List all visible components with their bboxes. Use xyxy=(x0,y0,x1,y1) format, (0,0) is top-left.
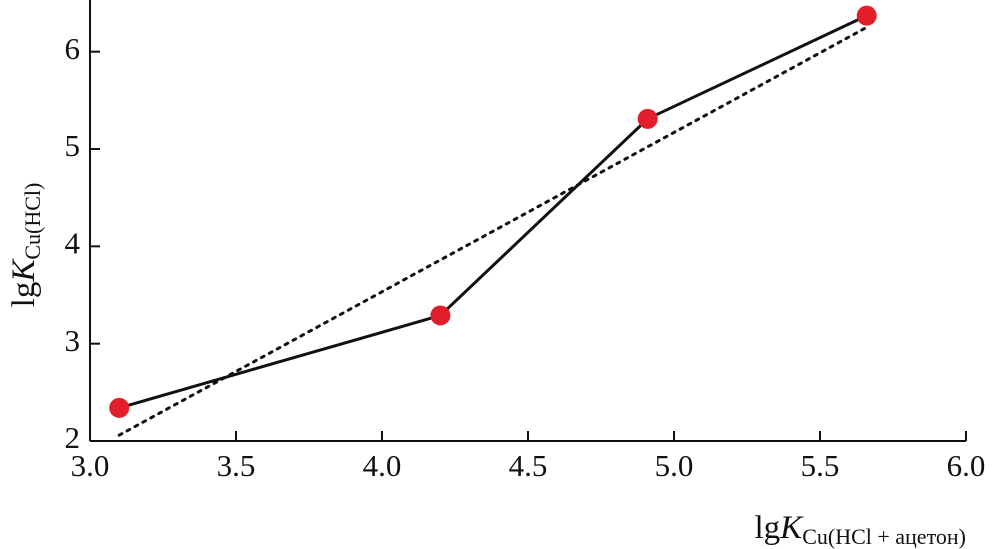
y-tick-label: 3 xyxy=(65,323,81,358)
x-tick-label: 6.0 xyxy=(947,448,986,483)
x-label-italic: K xyxy=(779,510,804,546)
data-line xyxy=(118,14,868,410)
data-point xyxy=(856,5,877,26)
trend-line xyxy=(117,25,869,437)
y-label-italic: K xyxy=(6,258,42,283)
y-axis-label: lgKCu(HCl) xyxy=(6,183,45,308)
data-point xyxy=(430,305,451,326)
x-tick-label: 5.0 xyxy=(655,448,694,483)
y-label-main: lg xyxy=(6,282,42,308)
x-tick-label: 4.5 xyxy=(509,448,548,483)
x-tick-label: 4.0 xyxy=(363,448,402,483)
x-tick-label: 5.5 xyxy=(801,448,840,483)
x-axis-label: lgKCu(HCl + ацетон) xyxy=(755,510,967,549)
x-label-sub: Cu(HCl + ацетон) xyxy=(802,524,966,549)
x-tick-label: 3.0 xyxy=(71,448,110,483)
y-tick-label: 6 xyxy=(65,31,81,66)
y-label-sub: Cu(HCl) xyxy=(20,183,45,260)
y-tick-label: 4 xyxy=(65,225,81,260)
x-label-main: lg xyxy=(755,510,781,546)
data-point xyxy=(109,397,130,418)
x-tick-label: 3.5 xyxy=(217,448,256,483)
data-point xyxy=(637,108,658,129)
y-tick-label: 2 xyxy=(65,420,81,455)
y-tick-label: 5 xyxy=(65,128,81,163)
